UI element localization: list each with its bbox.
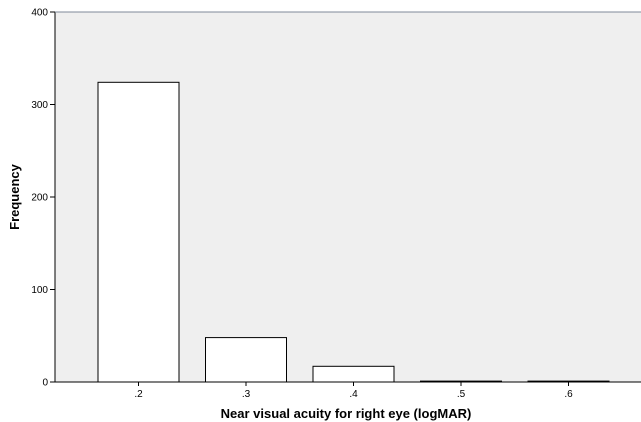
y-tick-label: 400: [31, 8, 48, 19]
y-tick-label: 100: [31, 285, 48, 296]
bar-p4: [312, 365, 395, 383]
y-axis-title: Frequency: [7, 163, 22, 230]
x-tick-label: .4: [349, 389, 358, 400]
x-axis-title: Near visual acuity for right eye (logMAR…: [221, 406, 472, 421]
x-tick-label: .3: [242, 389, 251, 400]
x-tick-label: .6: [564, 389, 573, 400]
bar-p3: [205, 337, 287, 383]
ticks-layer: .2 .3 .4 .5 .6 0 100 200 300 400: [31, 8, 573, 401]
bar-p2: [97, 81, 180, 383]
x-tick-label: .2: [134, 389, 143, 400]
bars-layer: [97, 81, 610, 383]
y-tick-label: 300: [31, 100, 48, 111]
y-tick-label: 0: [42, 378, 48, 389]
y-tick-label: 200: [31, 193, 48, 204]
x-tick-label: .5: [457, 389, 466, 400]
